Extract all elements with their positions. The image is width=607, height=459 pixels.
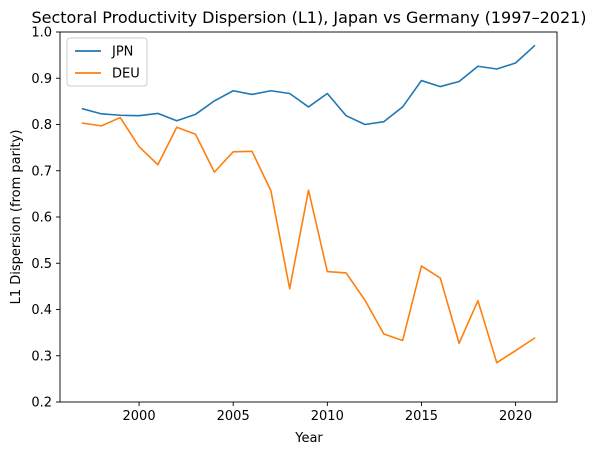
y-tick-label: 0.4 xyxy=(31,303,52,318)
plot-background xyxy=(60,32,557,402)
chart-title: Sectoral Productivity Dispersion (L1), J… xyxy=(31,8,586,27)
axes-layer: 2000 2005 2010 2015 2020 0.2 0.3 0.4 0.5 0.6 0.7 0.… xyxy=(31,26,558,424)
x-tick-label: 2020 xyxy=(499,409,532,424)
series-layer xyxy=(81,44,536,364)
series-line-deu xyxy=(81,116,536,364)
y-tick-label: 0.8 xyxy=(31,118,52,133)
y-tick-label: 0.7 xyxy=(31,164,52,179)
x-tick-label: 2005 xyxy=(217,409,250,424)
y-tick-label: 0.5 xyxy=(31,257,52,272)
y-tick-label: 0.6 xyxy=(31,211,52,226)
y-tick-label: 0.2 xyxy=(31,396,52,411)
y-axis-label: L1 Dispersion (from parity) xyxy=(9,130,24,305)
x-tick-label: 2010 xyxy=(311,409,344,424)
y-tick-label: 0.9 xyxy=(31,72,52,87)
y-tick-label: 1.0 xyxy=(31,26,52,41)
series-line-jpn xyxy=(81,44,536,126)
x-tick-label: 2015 xyxy=(405,409,438,424)
legend-label-jpn: JPN xyxy=(111,45,133,60)
y-tick-label: 0.3 xyxy=(31,349,52,364)
legend: JPN DEU xyxy=(66,37,148,87)
x-tick-label: 2000 xyxy=(123,409,156,424)
plot-area xyxy=(60,32,557,402)
legend-label-deu: DEU xyxy=(112,67,140,82)
x-axis-label: Year xyxy=(294,431,323,446)
legend-box xyxy=(66,37,148,87)
